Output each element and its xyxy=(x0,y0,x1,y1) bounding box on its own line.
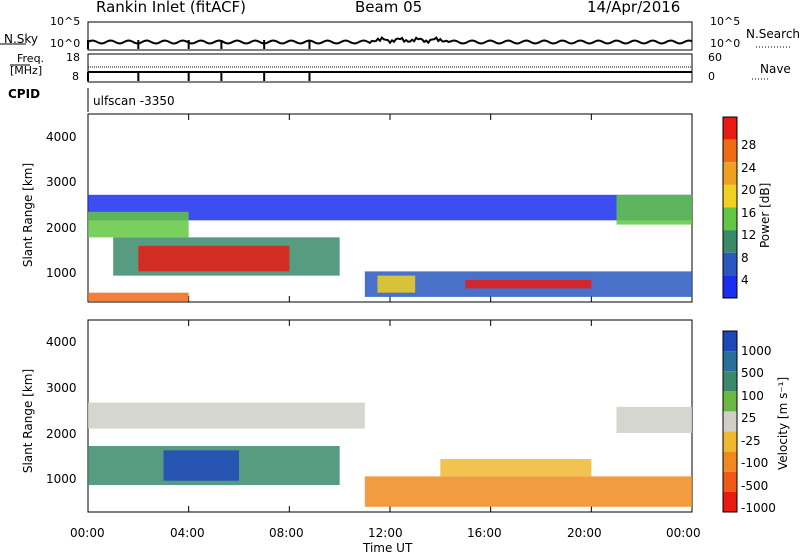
x-axis-label: Time UT xyxy=(363,541,413,555)
xtick-6: 00:00 xyxy=(666,526,701,540)
n-sky-label: N.Sky xyxy=(4,32,39,46)
power-cell-5 xyxy=(377,275,416,293)
velocity-colorbar-swatch xyxy=(723,491,737,512)
velocity-cell-5 xyxy=(616,406,692,433)
noise-panel-frame xyxy=(87,21,693,51)
velocity-colorbar-swatch xyxy=(723,371,737,392)
velocity-cbar-tick-100: 100 xyxy=(741,389,764,403)
power-ytick-4000: 4000 xyxy=(46,130,77,144)
velocity-cbar-tick-1000: 1000 xyxy=(741,344,772,358)
velocity-colorbar-swatch xyxy=(723,391,737,412)
power-cell-3 xyxy=(138,245,290,272)
power-colorbar-swatch xyxy=(723,117,737,140)
power-cbar-tick-28: 28 xyxy=(741,138,757,152)
freq-label-line1: Freq. xyxy=(17,52,45,65)
n-search-tick-low: 10^0 xyxy=(710,37,741,50)
power-cbar-tick-16: 16 xyxy=(741,206,757,220)
n-sky-tick-low: 10^0 xyxy=(50,37,81,50)
power-ytick-2000: 2000 xyxy=(46,221,77,235)
velocity-cbar-tick-500: 500 xyxy=(741,366,764,380)
velocity-colorbar-swatch xyxy=(723,451,737,472)
freq-tick-low: 8 xyxy=(72,70,79,83)
nave-tick-low: 0 xyxy=(708,70,715,83)
power-cell-6 xyxy=(465,279,592,289)
power-colorbar-swatch xyxy=(723,162,737,185)
xtick-4: 16:00 xyxy=(467,526,502,540)
date-label: 14/Apr/2016 xyxy=(587,0,681,16)
chart-title: Rankin Inlet (fitACF) xyxy=(96,0,247,16)
nave-label: Nave xyxy=(760,62,791,76)
n-search-tick-high: 10^5 xyxy=(710,15,741,28)
xtick-2: 08:00 xyxy=(269,526,304,540)
cpid-value: ulfscan -3350 xyxy=(93,94,175,108)
velocity-ytick-2000: 2000 xyxy=(46,427,77,441)
power-colorbar-frame xyxy=(722,116,738,299)
power-cell-0 xyxy=(88,194,692,221)
power-colorbar-swatch xyxy=(723,230,737,253)
nave-tick-high: 60 xyxy=(708,51,722,64)
power-cbar-tick-12: 12 xyxy=(741,228,757,242)
power-ytick-3000: 3000 xyxy=(46,175,77,189)
beam-label: Beam 05 xyxy=(355,0,423,16)
velocity-colorbar-swatch xyxy=(723,351,737,372)
velocity-cbar-tick-m500: -500 xyxy=(741,479,769,493)
power-cbar-tick-20: 20 xyxy=(741,183,757,197)
freq-tick-high: 18 xyxy=(66,51,80,64)
power-cbar-tick-8: 8 xyxy=(741,251,749,265)
noise-trace xyxy=(87,36,693,45)
velocity-cell-0 xyxy=(88,402,365,429)
power-cell-8 xyxy=(616,194,692,225)
velocity-cell-3 xyxy=(364,476,692,507)
xtick-1: 04:00 xyxy=(170,526,205,540)
power-cbar-tick-4: 4 xyxy=(741,273,749,287)
freq-panel-frame xyxy=(87,53,693,83)
power-cell-7 xyxy=(88,292,189,302)
xtick-3: 12:00 xyxy=(368,526,403,540)
power-ytick-1000: 1000 xyxy=(46,266,77,280)
velocity-colorbar-swatch xyxy=(723,331,737,352)
velocity-colorbar-swatch xyxy=(723,411,737,432)
n-sky-tick-high: 10^5 xyxy=(50,15,81,28)
power-cbar-tick-24: 24 xyxy=(741,161,757,175)
velocity-cbar-tick-m1000: -1000 xyxy=(741,501,776,515)
freq-label-line2: [MHz] xyxy=(10,64,43,77)
velocity-ytick-4000: 4000 xyxy=(46,335,77,349)
velocity-cell-4 xyxy=(440,459,592,477)
power-colorbar-swatch xyxy=(723,252,737,276)
velocity-cbar-tick-m25: -25 xyxy=(741,434,761,448)
power-colorbar-swatch xyxy=(723,275,737,298)
cpid-label: CPID xyxy=(8,87,41,101)
velocity-colorbar-swatch xyxy=(723,431,737,452)
power-cell-1 xyxy=(88,211,189,238)
power-colorbar-swatch xyxy=(723,139,737,163)
velocity-cbar-tick-25: 25 xyxy=(741,411,757,425)
velocity-ytick-3000: 3000 xyxy=(46,381,77,395)
power-colorbar-swatch xyxy=(723,207,737,231)
velocity-ytick-1000: 1000 xyxy=(46,472,77,486)
velocity-colorbar-swatch xyxy=(723,471,737,492)
velocity-cbar-tick-m100: -100 xyxy=(741,456,769,470)
velocity-cell-2 xyxy=(163,450,239,481)
xtick-0: 00:00 xyxy=(70,526,105,540)
power-colorbar-swatch xyxy=(723,184,737,208)
n-search-label: N.Search xyxy=(746,27,800,41)
velocity-colorbar-frame xyxy=(722,330,738,513)
xtick-5: 20:00 xyxy=(567,526,602,540)
